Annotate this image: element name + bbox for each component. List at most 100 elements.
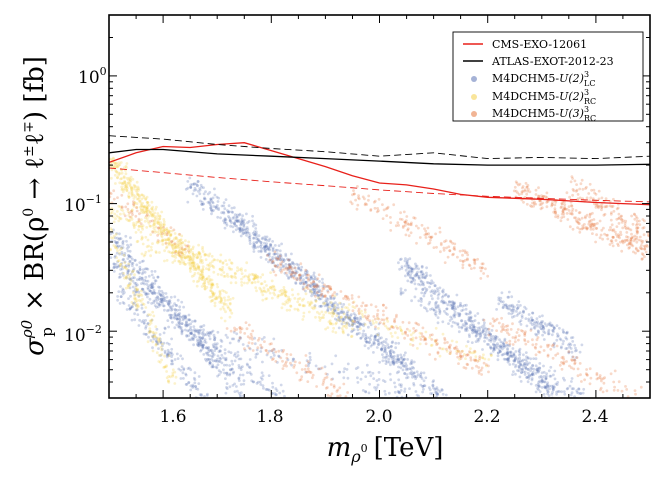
- scatter-point: [631, 244, 635, 248]
- scatter-point: [551, 201, 554, 204]
- scatter-point: [204, 351, 208, 355]
- scatter-point: [117, 161, 121, 165]
- scatter-point: [592, 218, 596, 221]
- scatter-point: [201, 346, 205, 349]
- scatter-point: [219, 259, 222, 263]
- scatter-point: [156, 220, 160, 223]
- scatter-point: [233, 352, 237, 355]
- scatter-point: [270, 342, 273, 346]
- scatter-point: [194, 188, 198, 192]
- scatter-point: [335, 314, 339, 317]
- scatter-point: [322, 302, 325, 306]
- scatter-point: [138, 318, 142, 322]
- scatter-point: [210, 254, 214, 258]
- scatter-point: [194, 182, 198, 186]
- scatter-point: [505, 352, 509, 356]
- scatter-point: [334, 354, 338, 358]
- scatter-point: [303, 304, 306, 308]
- scatter-point: [342, 321, 346, 324]
- scatter-point: [126, 257, 130, 260]
- scatter-point: [275, 393, 278, 396]
- scatter-point: [381, 217, 385, 221]
- scatter-point: [199, 259, 203, 263]
- scatter-point: [481, 356, 484, 359]
- scatter-point: [318, 293, 322, 297]
- scatter-point: [640, 257, 644, 261]
- scatter-point: [393, 319, 396, 323]
- scatter-point: [276, 258, 279, 262]
- scatter-point: [246, 335, 250, 339]
- scatter-point: [168, 299, 172, 302]
- scatter-point: [173, 358, 177, 361]
- scatter-point: [310, 294, 313, 298]
- scatter-point: [464, 327, 467, 331]
- scatter-point: [390, 325, 393, 329]
- scatter-point: [230, 267, 234, 271]
- scatter-point: [162, 304, 165, 308]
- scatter-point: [651, 243, 654, 246]
- scatter-point: [180, 315, 184, 319]
- scatter-point: [134, 188, 138, 192]
- scatter-point: [310, 290, 314, 294]
- scatter-point: [433, 284, 437, 288]
- scatter-point: [213, 297, 217, 301]
- scatter-point: [609, 372, 613, 376]
- scatter-point: [120, 206, 124, 210]
- scatter-point: [452, 308, 456, 311]
- scatter-point: [305, 370, 308, 374]
- scatter-point: [456, 312, 460, 315]
- scatter-point: [485, 327, 488, 331]
- scatter-point: [585, 196, 589, 200]
- scatter-point: [153, 219, 156, 223]
- scatter-point: [144, 326, 148, 330]
- scatter-point: [240, 219, 244, 223]
- scatter-point: [233, 329, 237, 332]
- scatter-point: [479, 269, 483, 273]
- scatter-point: [468, 319, 471, 322]
- scatter-point: [272, 270, 276, 274]
- scatter-point: [462, 366, 466, 369]
- scatter-point: [625, 235, 628, 239]
- scatter-point: [209, 289, 212, 292]
- scatter-point: [111, 236, 115, 240]
- scatter-point: [559, 206, 563, 210]
- scatter-point: [516, 306, 519, 310]
- scatter-point: [151, 346, 154, 350]
- scatter-point: [146, 203, 149, 207]
- scatter-point: [334, 301, 337, 305]
- scatter-point: [502, 342, 505, 346]
- scatter-point: [473, 328, 477, 332]
- scatter-point: [499, 345, 502, 349]
- scatter-point: [184, 314, 188, 318]
- scatter-point: [428, 336, 432, 339]
- scatter-point: [548, 387, 551, 391]
- scatter-point: [127, 269, 131, 273]
- scatter-point: [423, 384, 427, 388]
- scatter-point: [225, 263, 229, 266]
- scatter-point: [395, 359, 399, 362]
- scatter-point: [298, 273, 301, 277]
- scatter-point: [631, 235, 635, 239]
- scatter-point: [127, 304, 131, 307]
- scatter-point: [280, 349, 284, 352]
- scatter-point: [316, 296, 320, 299]
- scatter-point: [444, 293, 448, 296]
- scatter-point: [319, 317, 322, 320]
- scatter-point: [186, 255, 189, 259]
- scatter-point: [218, 267, 222, 271]
- scatter-point: [415, 273, 419, 276]
- scatter-point: [123, 187, 127, 191]
- scatter-point: [393, 381, 396, 385]
- scatter-point: [389, 351, 392, 355]
- scatter-point: [368, 370, 372, 374]
- scatter-point: [514, 335, 518, 339]
- scatter-point: [169, 232, 173, 236]
- scatter-point: [170, 337, 174, 341]
- scatter-point: [368, 321, 372, 324]
- scatter-point: [293, 274, 297, 277]
- scatter-point: [483, 326, 487, 330]
- scatter-point: [245, 362, 249, 366]
- scatter-point: [506, 295, 510, 299]
- scatter-point: [207, 267, 211, 271]
- scatter-point: [451, 306, 455, 309]
